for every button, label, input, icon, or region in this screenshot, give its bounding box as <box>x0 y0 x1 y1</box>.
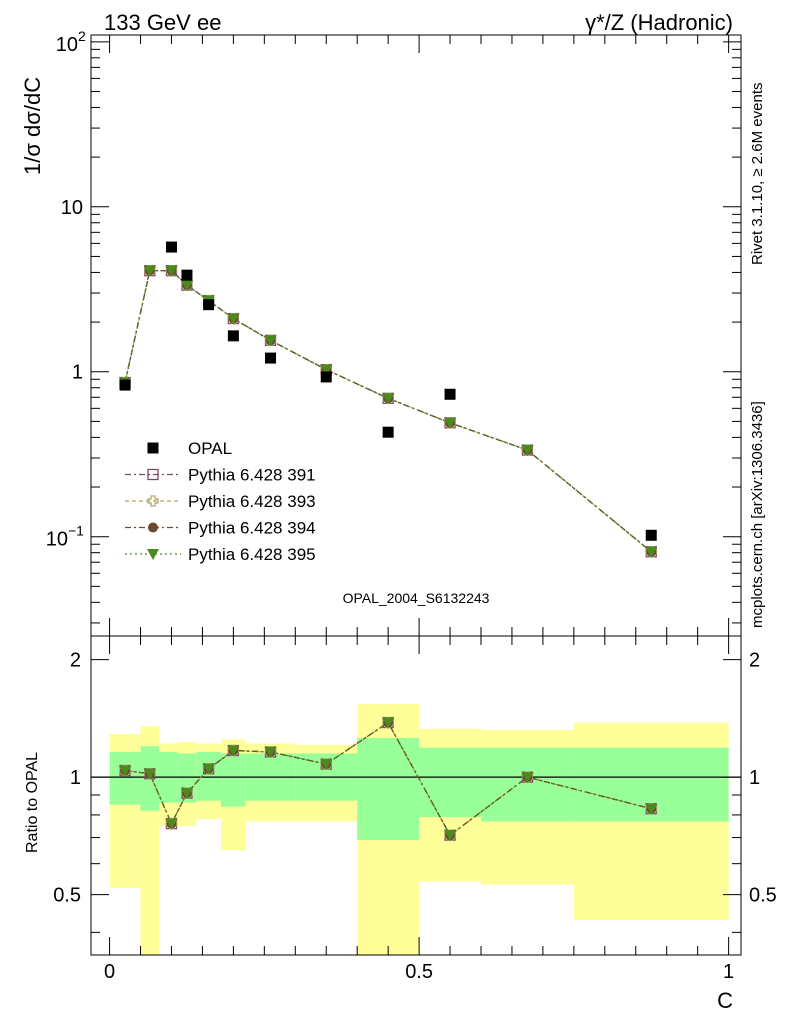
main-panel-data <box>119 241 657 541</box>
x-tick-label: 0 <box>104 961 115 983</box>
watermark: OPAL_2004_S6132243 <box>343 590 490 606</box>
main-panel-series <box>119 265 658 558</box>
opal-data-point <box>181 269 193 281</box>
pythia-395-point <box>645 546 658 558</box>
ratio-panel-frame <box>90 635 742 956</box>
header-right: γ*/Z (Hadronic) <box>585 10 733 35</box>
y-tick-label-exponent: 2 <box>78 28 86 44</box>
legend: OPAL Pythia 6.428 391 Pythia 6.428 393 Pyth… <box>125 439 316 564</box>
pythia-395-point <box>521 772 534 784</box>
ratio-panel-axes: 0 0.5 1 0.5 0.5 1 1 2 2 <box>53 635 777 983</box>
ratio-y-tick-label-right: 2 <box>749 650 760 672</box>
opal-data-point <box>382 426 394 438</box>
pythia-395-line <box>124 721 652 837</box>
pythia-393-point <box>147 495 159 507</box>
pythia-395-point <box>143 265 156 277</box>
pythia-395-point <box>444 417 457 429</box>
pythia-394-point <box>148 522 158 533</box>
rivet-label: Rivet 3.1.10, ≥ 2.6M events <box>749 83 766 266</box>
mcplots-label: mcplots.cern.ch [arXiv:1306.3436] <box>749 401 766 628</box>
ratio-y-tick-label: 1 <box>70 767 81 789</box>
ratio-panel-series <box>119 716 658 842</box>
legend-label: Pythia 6.428 391 <box>188 466 316 485</box>
pythia-395-point <box>227 313 240 325</box>
pythia-395-point <box>645 803 658 815</box>
pythia-395-point <box>320 364 333 376</box>
header-left: 133 GeV ee <box>104 10 221 35</box>
pythia-395-point <box>264 746 277 758</box>
pythia-395-point <box>202 763 215 775</box>
ratio-y-tick-label-right: 1 <box>749 767 760 789</box>
opal-data-point <box>165 241 177 253</box>
opal-data-point <box>444 388 456 400</box>
pythia-395-point <box>180 788 193 800</box>
opal-data-point <box>203 299 215 311</box>
ratio-band-inner <box>357 737 420 840</box>
pythia-395-point <box>382 717 395 729</box>
ratio-band-inner <box>221 753 246 807</box>
x-tick-label: 0.5 <box>405 961 433 983</box>
pythia-395-point <box>521 445 534 457</box>
legend-label: OPAL <box>188 439 232 458</box>
legend-opal-marker <box>147 442 159 454</box>
ratio-panel: 0 0.5 1 0.5 0.5 1 1 2 2 Ratio to OPAL C <box>24 635 777 1013</box>
pythia-395-point <box>264 335 277 347</box>
ratio-y-tick-label: 2 <box>70 650 81 672</box>
y-tick-label: 1 <box>72 362 83 384</box>
ratio-panel-bands <box>109 703 729 955</box>
pythia-393-line <box>124 270 652 553</box>
pythia-395-point <box>382 393 395 405</box>
pythia-395-point <box>180 280 193 292</box>
pythia-395-point <box>165 818 178 830</box>
ratio-y-tick-label: 0.5 <box>53 885 81 907</box>
pythia-395-point <box>444 830 457 842</box>
x-axis-label: C <box>717 988 733 1013</box>
legend-label: Pythia 6.428 395 <box>188 545 316 564</box>
opal-data-point <box>119 379 131 391</box>
pythia-395-point <box>147 549 159 560</box>
opal-data-point <box>227 330 239 342</box>
opal-data-point <box>265 352 277 364</box>
pythia-395-line <box>124 270 652 553</box>
y-tick-label: 10 <box>46 529 68 551</box>
ratio-y-tick-label-right: 0.5 <box>749 885 777 907</box>
legend-label: Pythia 6.428 393 <box>188 492 316 511</box>
y-tick-label: 10 <box>56 34 78 56</box>
pythia-395-point <box>165 265 178 277</box>
y-tick-label: 10 <box>61 197 83 219</box>
pythia-391-point <box>147 468 159 481</box>
ratio-band-inner <box>481 747 574 822</box>
pythia-395-point <box>119 765 132 777</box>
ratio-y-axis-label: Ratio to OPAL <box>24 752 41 853</box>
pythia-395-point <box>320 759 333 771</box>
legend-label: Pythia 6.428 394 <box>188 519 316 538</box>
ratio-band-inner <box>419 747 481 818</box>
ratio-band-inner <box>196 751 221 801</box>
opal-data-point <box>320 371 332 383</box>
y-tick-label-exponent: −1 <box>68 523 84 539</box>
x-tick-label: 1 <box>723 961 734 983</box>
main-y-axis-label: 1/σ dσ/dC <box>20 77 45 175</box>
ratio-band-inner <box>109 751 141 805</box>
pythia-395-point <box>143 768 156 780</box>
pythia-395-point <box>227 745 240 757</box>
opal-data-point <box>645 529 657 541</box>
